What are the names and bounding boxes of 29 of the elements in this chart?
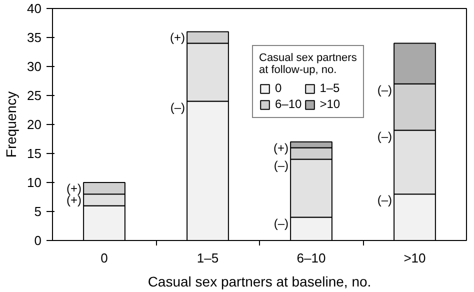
y-tick-label: 25 [27, 88, 42, 103]
legend-label: 0 [275, 81, 283, 95]
legend-label: 1–5 [320, 81, 340, 95]
y-tick-label: 20 [27, 117, 42, 132]
x-tick-label: 6–10 [296, 250, 326, 266]
annotation: (–) [274, 158, 289, 172]
legend-label: >10 [320, 97, 340, 111]
x-tick-label: >10 [404, 250, 426, 266]
annotation: (–) [377, 82, 392, 97]
y-tick-label: 0 [34, 233, 42, 248]
annotation: (+) [170, 30, 186, 45]
annotation: (+) [66, 182, 82, 196]
x-tick-label: 1–5 [196, 250, 219, 266]
y-tick-label: 30 [27, 59, 42, 74]
legend-title: Casual sex partners at follow-up, no. [259, 52, 357, 76]
annotation: (+) [274, 140, 289, 155]
annotation: (–) [377, 193, 392, 208]
x-axis-title: Casual sex partners at baseline, no. [148, 274, 372, 290]
annotation: (–) [170, 100, 186, 114]
annotation: (–) [274, 216, 289, 230]
y-tick-label: 10 [27, 175, 42, 190]
x-tick-label: 0 [100, 250, 108, 266]
legend-label: 6–10 [275, 97, 302, 111]
annotation: (–) [377, 129, 392, 144]
y-tick-label: 15 [27, 146, 42, 161]
y-axis-title: Frequency [3, 91, 20, 158]
y-tick-label: 5 [34, 204, 42, 219]
y-tick-label: 35 [27, 30, 42, 45]
y-tick-label: 40 [27, 1, 42, 16]
